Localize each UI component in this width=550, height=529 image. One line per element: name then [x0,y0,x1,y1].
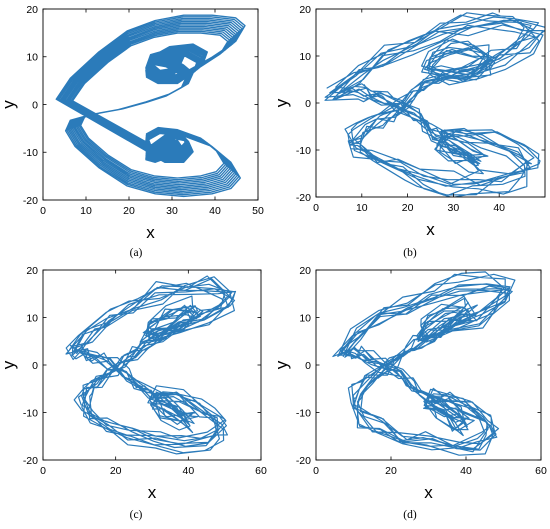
y-axis-label: y [0,360,18,369]
trajectory-group [332,271,516,456]
y-tick-label: -10 [296,407,311,419]
y-tick-label: 20 [26,265,38,277]
chart-panel-1: 0 10 20 30 40 50 -20 -10 0 10 20 x y (a) [0,4,264,259]
axes-box [315,269,542,461]
trajectory-group [65,275,237,455]
x-tick-label: 20 [385,465,397,477]
x-tick-label: 30 [448,202,460,214]
x-tick-label: 0 [40,465,46,477]
y-axis-label: y [272,360,291,369]
x-tick-label: 40 [182,465,194,477]
x-tick-label: 50 [252,205,264,217]
y-tick-label: 0 [305,360,311,372]
trajectory-line [332,271,516,456]
x-axis-label: x [146,223,155,242]
trajectory-line [324,12,545,197]
x-tick-label: 60 [255,465,267,477]
x-tick-label: 60 [535,465,547,477]
y-tick-label: 20 [299,4,311,16]
x-tick-label: 40 [460,465,472,477]
x-tick-label: 10 [356,202,368,214]
y-axis-label: y [0,100,18,109]
x-axis-label: x [148,483,157,502]
trajectory-line [65,275,237,455]
panel-caption: (b) [403,247,417,259]
y-tick-label: -10 [296,145,311,157]
y-tick-label: -10 [23,407,38,419]
y-tick-label: -20 [23,195,38,207]
y-tick-label: 10 [26,52,38,64]
y-tick-label: 10 [299,312,311,324]
panel-caption: (c) [130,509,143,521]
panel-caption: (a) [130,247,143,259]
y-tick-label: 0 [305,98,311,110]
y-tick-label: 0 [32,360,38,372]
y-tick-label: -20 [296,192,311,204]
panel-caption: (d) [403,509,417,521]
chart-panel-2: 0 10 20 30 40 -20 -10 0 10 20 x y (b) [272,4,546,259]
x-axis-label: x [426,220,435,239]
x-tick-label: 20 [123,205,135,217]
x-tick-label: 30 [166,205,178,217]
y-tick-label: -20 [23,455,38,467]
y-axis-label: y [272,98,291,107]
x-tick-label: 20 [402,202,414,214]
y-tick-label: 20 [299,265,311,277]
y-tick-label: 0 [32,99,38,111]
y-tick-label: 20 [26,4,38,16]
y-tick-label: 10 [26,312,38,324]
x-axis-label: x [424,483,433,502]
chart-panel-3: 0 20 40 60 -20 -10 0 10 20 x y (c) [0,265,267,521]
x-tick-label: 40 [493,202,505,214]
x-tick-label: 40 [209,205,221,217]
x-tick-label: 10 [80,205,92,217]
trajectory-line [55,14,246,198]
x-tick-label: 0 [313,202,319,214]
trajectory-group [55,14,246,198]
y-tick-label: 10 [299,51,311,63]
x-tick-label: 20 [110,465,122,477]
trajectory-group [324,12,545,197]
x-tick-label: 0 [40,205,46,217]
y-tick-label: -20 [296,455,311,467]
x-tick-label: 0 [313,465,319,477]
chart-panel-4: 0 20 40 60 -20 -10 0 10 20 x y (d) [272,265,547,521]
y-tick-label: -10 [23,147,38,159]
